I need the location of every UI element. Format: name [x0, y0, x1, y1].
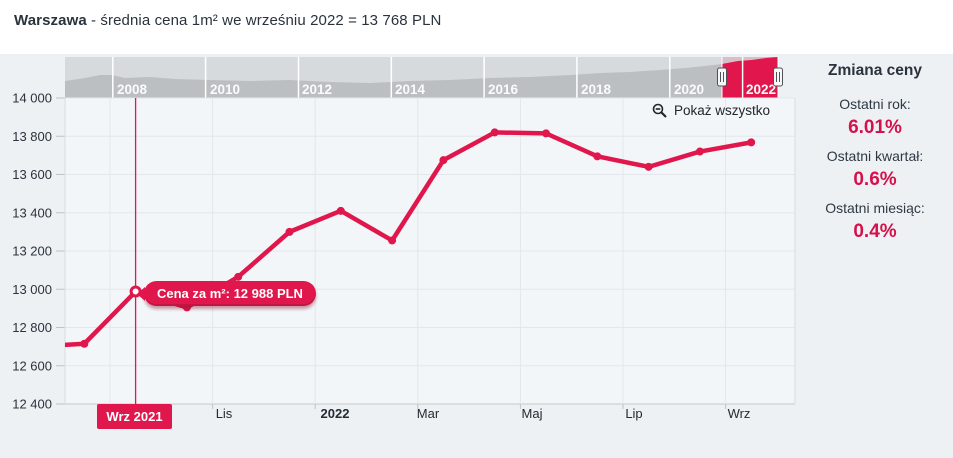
navigator-handle-right[interactable]: [773, 67, 783, 87]
y-axis-label: 13 200: [12, 244, 52, 259]
navigator-selected-area[interactable]: [65, 57, 778, 98]
x-axis-label: Maj: [522, 406, 543, 421]
data-point[interactable]: [285, 227, 294, 236]
show-all-label: Pokaż wszystko: [674, 103, 771, 118]
x-axis-label: Wrz: [728, 406, 751, 421]
y-axis-label: 14 000: [12, 91, 52, 106]
y-axis-label: 13 800: [12, 129, 52, 144]
change-quarter-label: Ostatni kwartał:: [826, 148, 924, 164]
data-point[interactable]: [542, 129, 550, 138]
navigator-year-label: 2022: [746, 82, 776, 97]
city-name: Warszawa: [14, 12, 87, 29]
navigator-year-label: 2008: [117, 82, 148, 97]
x-axis-label: Lip: [625, 406, 642, 421]
navigator-selected-window[interactable]: [722, 57, 778, 98]
data-point[interactable]: [29, 343, 37, 351]
change-year-value: 6.01%: [848, 117, 902, 138]
navigator-year-label: 2014: [395, 82, 426, 97]
data-point[interactable]: [593, 152, 602, 161]
y-axis-label: 12 800: [12, 320, 52, 335]
data-point[interactable]: [80, 339, 89, 348]
navigator-handle-left[interactable]: [717, 67, 727, 87]
y-axis-label: 12 400: [12, 397, 52, 412]
handle-grip[interactable]: [717, 67, 727, 87]
x-axis-label: 2022: [321, 406, 350, 421]
page-title: Warszawa - średnia cena 1m² we wrześniu …: [14, 12, 441, 29]
data-point[interactable]: [490, 128, 499, 137]
handle-grip[interactable]: [773, 67, 783, 87]
panel-title: Zmiana ceny: [828, 62, 922, 79]
price-change-panel: Zmiana ceny Ostatni rok: 6.01% Ostatni k…: [802, 62, 948, 252]
x-axis-label: Lis: [216, 406, 233, 421]
navigator-year-label: 2018: [581, 82, 612, 97]
data-point[interactable]: [234, 272, 243, 281]
data-point[interactable]: [747, 138, 756, 147]
data-point[interactable]: [439, 156, 448, 165]
zoom-out-icon: [652, 103, 667, 118]
navigator-year-label: 2020: [674, 82, 704, 97]
navigator-year-label: 2016: [488, 82, 519, 97]
y-axis-label: 13 000: [12, 282, 52, 297]
price-tooltip: Cena za m²: 12 988 PLN: [144, 281, 316, 306]
navigator-year-label: 2012: [302, 82, 332, 97]
title-text: - średnia cena 1m² we wrześniu 2022 = 13…: [86, 12, 442, 29]
change-year-label: Ostatni rok:: [839, 96, 911, 112]
y-axis-label: 12 600: [12, 358, 52, 373]
data-point[interactable]: [644, 162, 653, 171]
y-axis-label: 13 600: [12, 167, 52, 182]
navigator-area-series: [65, 57, 778, 98]
data-point[interactable]: [336, 206, 345, 215]
show-all-button[interactable]: Pokaż wszystko: [648, 101, 774, 120]
change-year: Ostatni rok: 6.01%: [802, 96, 948, 139]
change-quarter: Ostatni kwartał: 0.6%: [802, 148, 948, 191]
change-month-label: Ostatni miesiąc:: [825, 200, 925, 216]
navigator-year-label: 2010: [210, 82, 240, 97]
change-month: Ostatni miesiąc: 0.4%: [802, 200, 948, 243]
main-chart: 2008 2010 2012 2014 2016 2018 2020 2022 14 000 13…: [12, 57, 796, 421]
crosshair-date-badge: Wrz 2021: [97, 404, 172, 429]
change-quarter-value: 0.6%: [853, 169, 897, 190]
y-axis-label: 13 400: [12, 205, 52, 220]
data-point[interactable]: [695, 147, 704, 156]
data-point[interactable]: [388, 236, 397, 245]
change-month-value: 0.4%: [853, 221, 897, 242]
x-axis-label: Mar: [417, 406, 440, 421]
